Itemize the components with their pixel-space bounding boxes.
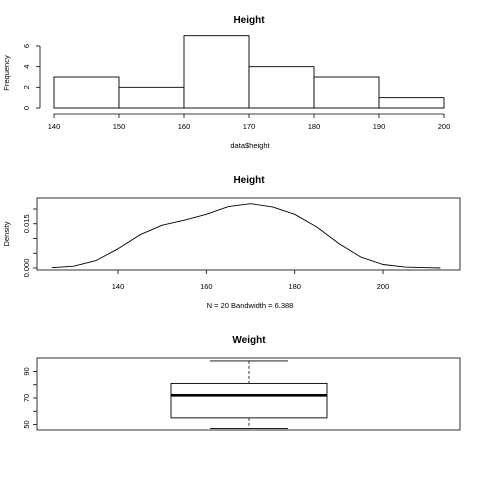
hist-y-tick-label: 6 bbox=[22, 44, 31, 48]
density-y-tick-label: 0.015 bbox=[22, 214, 31, 233]
density-x-tick-label: 200 bbox=[377, 282, 390, 291]
box-y-tick-label: 50 bbox=[22, 420, 31, 428]
hist-x-tick-label: 150 bbox=[113, 122, 126, 131]
hist-x-tick-label: 200 bbox=[438, 122, 451, 131]
density-ylabel: Density bbox=[2, 221, 11, 246]
hist-y-tick-label: 0 bbox=[22, 106, 31, 110]
hist-y-tick-label: 2 bbox=[22, 85, 31, 89]
hist-bar bbox=[248, 66, 315, 109]
density-x-tick-label: 160 bbox=[200, 282, 213, 291]
hist-x-tick-label: 190 bbox=[373, 122, 386, 131]
hist-y-tick-label: 4 bbox=[22, 65, 31, 69]
density-title: Height bbox=[233, 175, 265, 186]
box-iqr bbox=[170, 382, 328, 419]
box-plot-frame bbox=[36, 357, 461, 431]
hist-ylabel: Frequency bbox=[2, 55, 11, 91]
hist-bar bbox=[313, 76, 380, 109]
hist-bar bbox=[53, 76, 120, 109]
density-x-tick-label: 140 bbox=[112, 282, 125, 291]
hist-x-tick-label: 160 bbox=[178, 122, 191, 131]
box-title: Weight bbox=[232, 335, 266, 346]
hist-x-tick-label: 180 bbox=[308, 122, 321, 131]
density-y-tick-label: 0.000 bbox=[22, 259, 31, 278]
density-xlabel: N = 20 Bandwidth = 6.388 bbox=[207, 301, 294, 310]
hist-xlabel: data$height bbox=[230, 141, 270, 150]
hist-x-tick-label: 170 bbox=[243, 122, 256, 131]
density-line bbox=[51, 203, 441, 269]
density-x-tick-label: 180 bbox=[288, 282, 301, 291]
hist-x-tick-label: 140 bbox=[48, 122, 61, 131]
box-y-tick-label: 90 bbox=[22, 367, 31, 375]
hist-bar bbox=[118, 86, 185, 109]
hist-bar bbox=[378, 97, 445, 109]
hist-bar bbox=[183, 35, 250, 109]
hist-title: Height bbox=[233, 15, 265, 26]
box-y-tick-label: 70 bbox=[22, 394, 31, 402]
density-plot-box bbox=[36, 197, 461, 271]
